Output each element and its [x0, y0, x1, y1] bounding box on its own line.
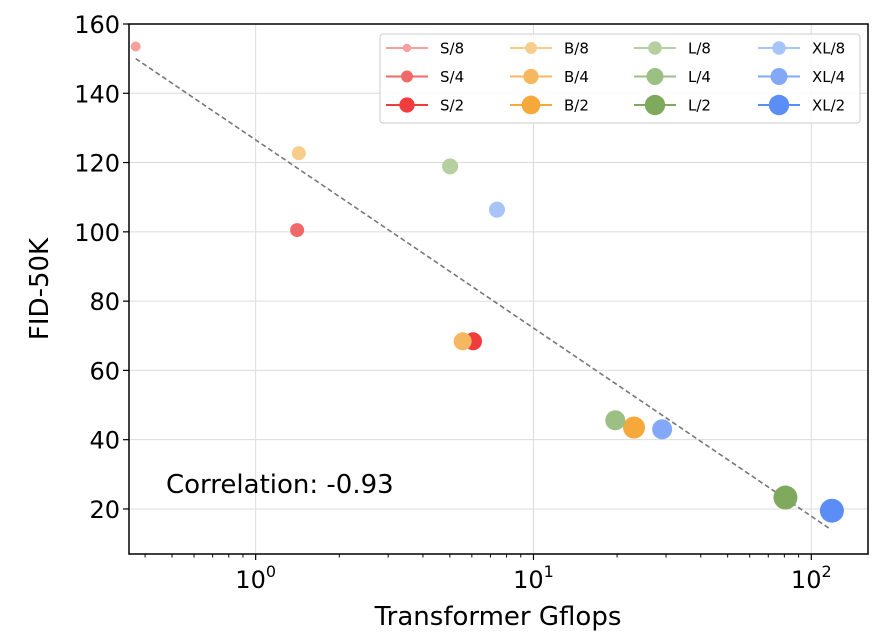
- correlation-annotation: Correlation: -0.93: [166, 470, 394, 500]
- point-l-2: [773, 485, 798, 510]
- y-tick-label: 20: [89, 496, 120, 524]
- trend-layer: [135, 57, 832, 531]
- point-s-4: [290, 223, 305, 238]
- x-tick-base: 10: [235, 566, 266, 594]
- point-l-8: [442, 158, 459, 175]
- legend-label: XL/8: [812, 40, 845, 58]
- legend-marker: [399, 97, 415, 113]
- legend-marker: [525, 42, 537, 54]
- legend-marker: [402, 43, 412, 53]
- y-tick-label: 140: [74, 80, 120, 108]
- legend-marker: [770, 68, 788, 85]
- point-b-2: [623, 416, 646, 439]
- legend-label: XL/2: [812, 97, 845, 115]
- x-tick-label: 100: [235, 562, 276, 594]
- x-axis-label: Transformer Gflops: [374, 602, 622, 632]
- legend-marker: [646, 68, 664, 85]
- legend-marker: [521, 95, 541, 115]
- y-axis-label: FID-50K: [25, 237, 55, 340]
- legend-label: S/2: [440, 97, 464, 115]
- legend-label: B/8: [564, 40, 589, 58]
- x-tick-exponent: 0: [266, 562, 276, 581]
- y-tick-label: 60: [89, 357, 120, 385]
- point-xl-4: [652, 419, 673, 440]
- x-tick-exponent: 1: [544, 562, 554, 581]
- x-tick-exponent: 2: [821, 562, 831, 581]
- legend-label: L/4: [688, 68, 711, 86]
- legend-label: S/4: [440, 68, 464, 86]
- x-tick-base: 10: [513, 566, 544, 594]
- trend-line: [135, 57, 832, 531]
- legend-label: B/4: [564, 68, 589, 86]
- x-tick-label: 101: [513, 562, 554, 594]
- point-xl-2: [819, 498, 844, 523]
- legend-label: L/2: [688, 97, 711, 115]
- x-tick-label: 102: [791, 562, 832, 594]
- x-tick-base: 10: [791, 566, 822, 594]
- legend-marker: [768, 94, 790, 116]
- point-b-8: [291, 146, 306, 161]
- legend-marker: [523, 68, 539, 85]
- y-tick-label: 160: [74, 11, 120, 39]
- point-l-4: [605, 410, 626, 431]
- legend-label: L/8: [688, 40, 711, 58]
- points-layer: [130, 41, 844, 523]
- legend-label: XL/4: [812, 68, 845, 86]
- legend-marker: [644, 94, 666, 116]
- point-b-4: [453, 332, 472, 351]
- legend-label: B/2: [564, 97, 589, 115]
- legend-label: S/8: [440, 40, 464, 58]
- legend: S/8 S/4 S/2 B/8 B/4 B/2 L/8 L/4 L/2 XL/8 XL/4 XL/2: [379, 33, 861, 124]
- plot-frame: [128, 23, 869, 555]
- legend-box: [379, 33, 861, 124]
- legend-marker: [648, 41, 662, 55]
- point-s-8: [130, 41, 141, 52]
- y-tick-label: 100: [74, 219, 120, 247]
- y-tick-label: 80: [89, 288, 120, 316]
- y-tick-label: 120: [74, 150, 120, 178]
- y-tick-label: 40: [89, 427, 120, 455]
- legend-marker: [772, 41, 786, 55]
- point-xl-8: [488, 201, 505, 218]
- legend-marker: [401, 70, 413, 83]
